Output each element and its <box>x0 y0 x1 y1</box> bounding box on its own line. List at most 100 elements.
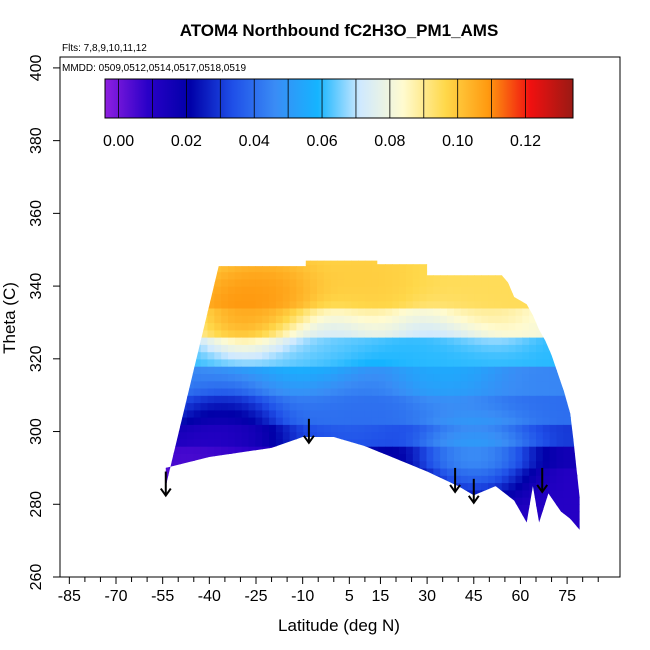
field-cell <box>221 337 229 345</box>
field-cell <box>330 467 339 476</box>
field-cell <box>310 526 318 530</box>
field-cell <box>241 278 250 287</box>
field-cell <box>193 395 202 404</box>
field-cell <box>406 307 414 316</box>
field-cell <box>481 250 488 258</box>
field-cell <box>556 395 564 404</box>
field-cell <box>200 260 208 265</box>
field-cell <box>577 533 584 541</box>
field-cell <box>453 475 462 484</box>
plot-frame <box>59 56 621 578</box>
field-cell <box>289 431 297 440</box>
field-cell <box>165 315 167 324</box>
field-cell <box>440 489 448 498</box>
field-cell <box>378 315 386 324</box>
field-cell <box>255 402 263 411</box>
field-cell <box>522 489 530 498</box>
field-cell <box>378 264 386 273</box>
field-cell <box>228 526 236 530</box>
field-cell <box>234 300 243 309</box>
field-cell <box>577 250 584 258</box>
field-cell <box>508 380 516 389</box>
field-cell <box>481 358 489 367</box>
field-cell <box>166 424 174 433</box>
field-cell <box>412 446 421 454</box>
field-cell <box>310 460 318 469</box>
field-cell <box>433 260 441 265</box>
field-cell <box>275 307 284 316</box>
field-cell <box>242 250 249 258</box>
field-cell <box>207 300 215 309</box>
field-cell <box>474 467 482 476</box>
field-cell <box>289 518 297 527</box>
field-cell <box>241 344 250 353</box>
field-cell <box>193 322 202 331</box>
field-cell <box>214 533 221 541</box>
field-cell <box>303 504 311 513</box>
field-cell <box>208 250 215 258</box>
field-cell <box>186 300 195 309</box>
field-cell <box>426 358 434 367</box>
field-cell <box>426 467 434 476</box>
field-cell <box>296 402 304 411</box>
field-cell <box>303 293 311 302</box>
field-cell <box>460 518 469 527</box>
field-cell <box>303 417 311 425</box>
field-cell <box>447 497 455 505</box>
field-cell <box>563 329 571 338</box>
field-cell <box>412 286 421 294</box>
field-cell <box>358 344 366 353</box>
field-cell <box>166 497 174 505</box>
field-cell <box>371 518 380 527</box>
field-cell <box>488 460 496 469</box>
field-cell <box>186 504 195 513</box>
field-cell <box>221 358 229 367</box>
field-cell <box>515 366 523 374</box>
field-cell <box>207 278 215 287</box>
field-cell <box>494 467 503 476</box>
field-cell <box>275 315 284 324</box>
field-cell <box>262 250 269 258</box>
field-cell <box>522 467 530 476</box>
colorbar-tick-label: 0.08 <box>374 133 405 150</box>
field-cell <box>556 518 564 527</box>
field-cell <box>331 250 338 258</box>
field-cell <box>563 395 571 404</box>
field-cell <box>399 300 407 309</box>
field-cell <box>392 387 400 396</box>
field-cell <box>296 300 304 309</box>
field-cell <box>351 329 359 338</box>
field-cell <box>221 250 228 258</box>
field-cell <box>426 307 434 316</box>
field-cell <box>570 300 578 309</box>
field-cell <box>310 300 318 309</box>
field-cell <box>242 533 249 541</box>
field-cell <box>440 366 448 374</box>
field-cell <box>289 467 297 476</box>
field-cell <box>296 322 304 331</box>
field-cell <box>426 322 434 331</box>
field-cell <box>187 533 194 541</box>
field-cell <box>337 366 345 374</box>
field-cell <box>173 504 181 513</box>
field-cell <box>549 260 558 265</box>
field-cell <box>337 380 345 389</box>
field-cell <box>406 438 414 447</box>
field-cell <box>248 438 256 447</box>
field-cell <box>275 446 284 454</box>
field-cell <box>303 489 311 498</box>
field-cell <box>570 409 578 418</box>
field-cell <box>563 438 571 447</box>
field-cell <box>563 315 571 324</box>
field-cell <box>515 460 523 469</box>
x-axis-tick-label: 30 <box>418 588 436 605</box>
field-cell <box>330 366 339 374</box>
field-cell <box>275 395 284 404</box>
field-cell <box>358 526 366 530</box>
field-cell <box>262 438 270 447</box>
field-cell <box>549 329 558 338</box>
field-cell <box>364 351 373 360</box>
field-cell <box>399 497 407 505</box>
field-cell <box>249 250 256 258</box>
field-cell <box>228 504 236 513</box>
